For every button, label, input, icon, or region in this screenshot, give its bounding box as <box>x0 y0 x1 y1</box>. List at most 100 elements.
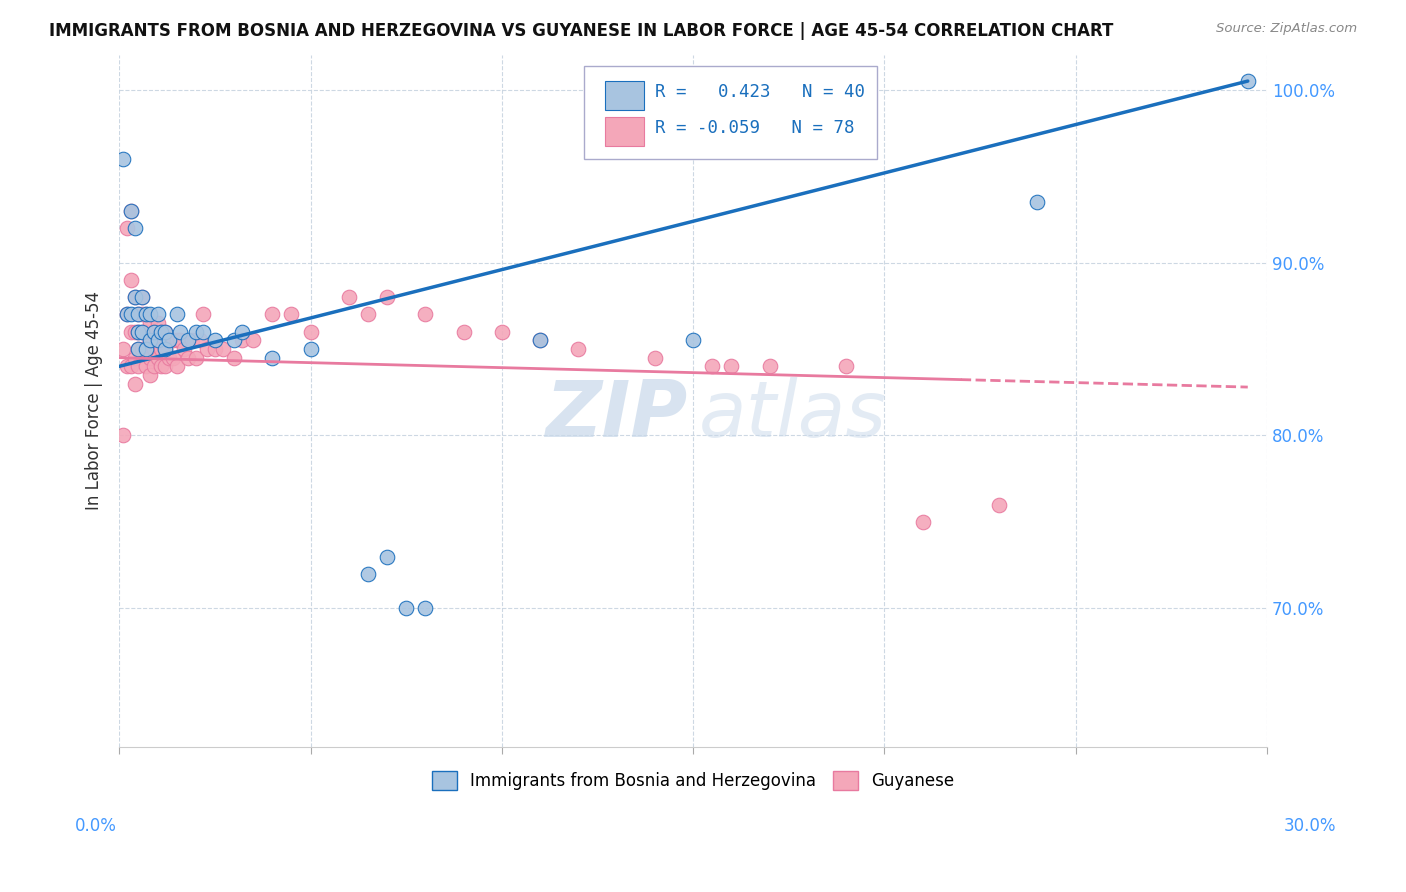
Point <box>222 351 245 365</box>
Point <box>131 325 153 339</box>
Point <box>124 325 146 339</box>
Point <box>124 376 146 391</box>
Point <box>702 359 724 374</box>
Point <box>169 334 191 348</box>
Point <box>124 290 146 304</box>
Point <box>135 308 157 322</box>
Point <box>135 308 157 322</box>
Point <box>120 308 142 322</box>
Point <box>157 334 180 348</box>
Point <box>413 601 436 615</box>
Point <box>395 601 418 615</box>
Point <box>529 334 551 348</box>
Text: IMMIGRANTS FROM BOSNIA AND HERZEGOVINA VS GUYANESE IN LABOR FORCE | AGE 45-54 CO: IMMIGRANTS FROM BOSNIA AND HERZEGOVINA V… <box>49 22 1114 40</box>
Point <box>166 308 188 322</box>
FancyBboxPatch shape <box>605 81 644 110</box>
Point <box>135 342 157 356</box>
Point <box>166 334 188 348</box>
Point <box>142 325 165 339</box>
Point <box>567 342 589 356</box>
Point <box>135 325 157 339</box>
Point <box>184 325 207 339</box>
Point <box>720 359 742 374</box>
Point <box>131 325 153 339</box>
Point <box>127 308 149 322</box>
Point <box>120 203 142 218</box>
Point <box>153 325 176 339</box>
Point <box>150 359 173 374</box>
Point <box>181 334 204 348</box>
Point <box>153 342 176 356</box>
Point <box>139 334 162 348</box>
Point <box>112 342 135 356</box>
Point <box>112 152 135 166</box>
Point <box>184 351 207 365</box>
Point <box>188 334 211 348</box>
Point <box>139 316 162 330</box>
Point <box>146 308 169 322</box>
Point <box>262 308 284 322</box>
FancyBboxPatch shape <box>583 65 877 159</box>
Point <box>112 428 135 442</box>
Point <box>1026 195 1049 210</box>
Point <box>124 290 146 304</box>
Point <box>337 290 360 304</box>
Point <box>157 351 180 365</box>
Point <box>173 342 195 356</box>
Point <box>124 351 146 365</box>
Text: 30.0%: 30.0% <box>1284 817 1337 835</box>
Point <box>193 325 215 339</box>
Point <box>177 334 200 348</box>
Point <box>375 290 398 304</box>
Point <box>146 351 169 365</box>
Point <box>169 325 191 339</box>
Point <box>139 368 162 382</box>
Point <box>139 351 162 365</box>
Text: ZIP: ZIP <box>546 376 688 453</box>
Point <box>911 515 934 529</box>
Point <box>127 342 149 356</box>
FancyBboxPatch shape <box>605 118 644 146</box>
Point <box>120 273 142 287</box>
Point <box>153 359 176 374</box>
Point <box>153 325 176 339</box>
Point <box>142 359 165 374</box>
Point <box>195 342 218 356</box>
Point <box>375 549 398 564</box>
Point <box>193 308 215 322</box>
Point <box>162 351 184 365</box>
Point <box>644 351 666 365</box>
Point <box>162 334 184 348</box>
Point <box>115 359 138 374</box>
Point <box>146 334 169 348</box>
Point <box>231 325 253 339</box>
Point <box>135 359 157 374</box>
Text: Source: ZipAtlas.com: Source: ZipAtlas.com <box>1216 22 1357 36</box>
Point <box>142 342 165 356</box>
Point <box>115 308 138 322</box>
Point <box>357 566 380 581</box>
Legend: Immigrants from Bosnia and Herzegovina, Guyanese: Immigrants from Bosnia and Herzegovina, … <box>425 764 960 797</box>
Point <box>177 351 200 365</box>
Point <box>204 342 226 356</box>
Point <box>299 342 322 356</box>
Point <box>988 498 1011 512</box>
Point <box>758 359 780 374</box>
Point <box>150 342 173 356</box>
Point <box>120 359 142 374</box>
Point <box>150 325 173 339</box>
Point <box>146 316 169 330</box>
Point <box>299 325 322 339</box>
Point <box>127 308 149 322</box>
Point <box>262 351 284 365</box>
Point <box>115 221 138 235</box>
Point <box>453 325 475 339</box>
Point <box>146 334 169 348</box>
Point <box>150 325 173 339</box>
Point <box>127 325 149 339</box>
Point <box>120 203 142 218</box>
Point <box>139 308 162 322</box>
Point <box>231 334 253 348</box>
Point <box>357 308 380 322</box>
Point <box>127 342 149 356</box>
